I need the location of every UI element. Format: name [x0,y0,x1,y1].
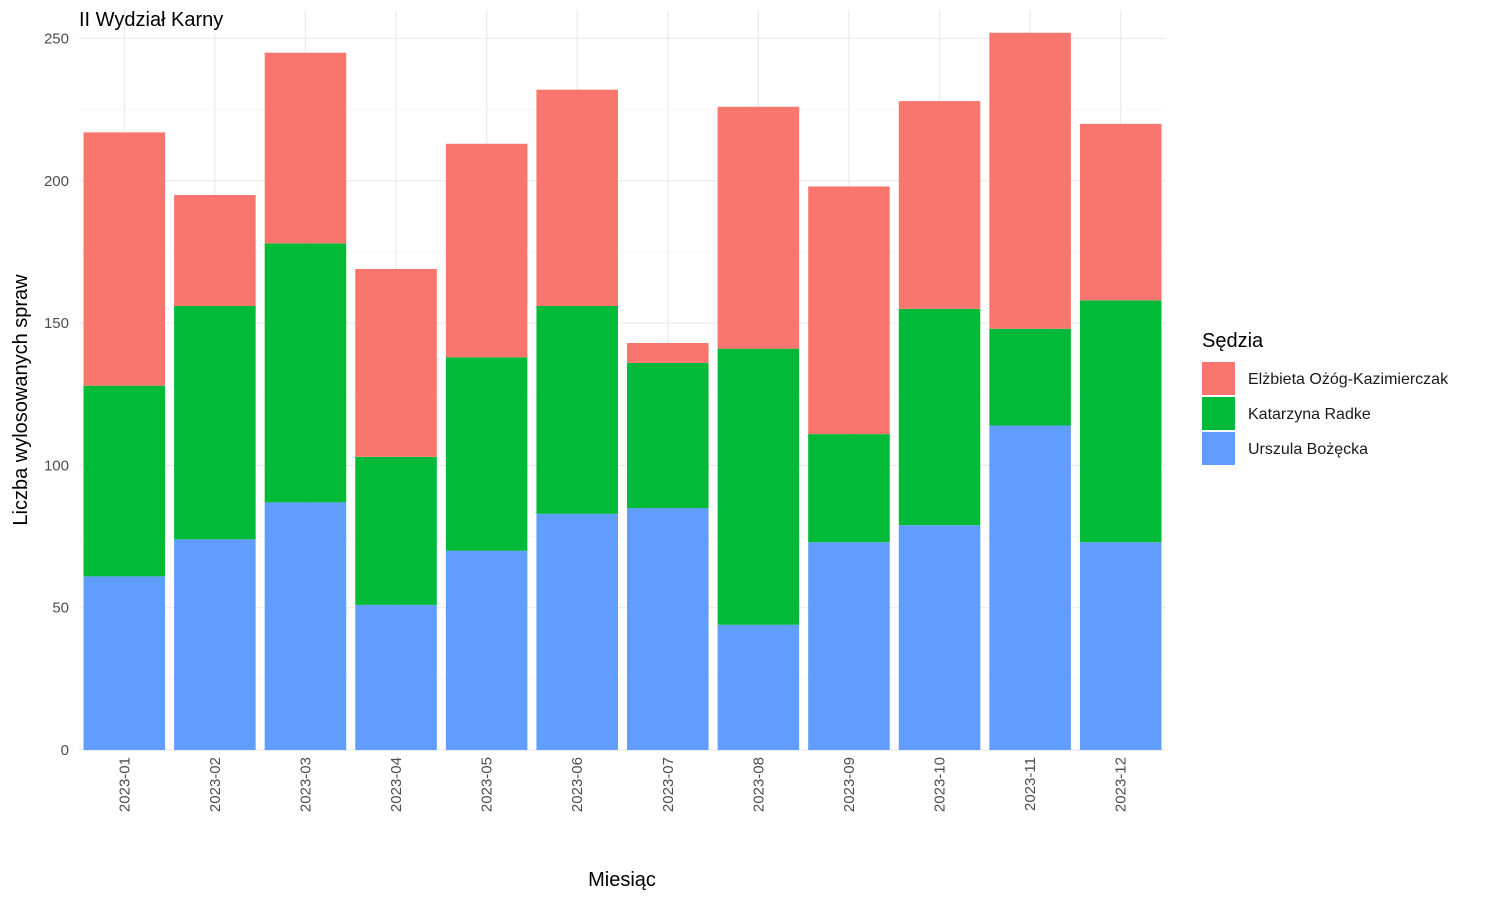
bar-segment [174,195,256,306]
bar-segment [808,186,890,435]
bar-segment [1079,123,1162,301]
bar-segment [83,132,166,386]
legend-swatch [1202,397,1235,430]
legend-label: Elżbieta Ożóg-Kazimierczak [1248,371,1449,388]
bar-segment [989,425,1071,750]
x-tick-label: 2023-10 [932,757,949,812]
bar-segment [627,362,709,509]
y-tick-label: 150 [44,315,69,332]
legend-swatch [1202,432,1235,465]
bar-segment [445,550,528,750]
bar-segment [627,343,709,363]
legend-title: Sędzia [1202,330,1264,352]
bars-layer [83,32,1162,750]
bar-segment [989,328,1071,426]
bar-segment [1079,542,1162,750]
bar-segment [83,385,166,577]
x-tick-label: 2023-02 [207,757,224,812]
bar-segment [627,508,709,750]
legend-swatch [1202,362,1235,395]
bar-segment [808,434,890,543]
bar-segment [174,539,256,750]
x-tick-label: 2023-04 [388,757,405,812]
bar-segment [717,106,800,349]
bar-segment [898,308,981,526]
bar-segment [445,357,528,551]
bar-segment [355,604,437,750]
bar-segment [717,348,800,625]
legend: Sędzia Elżbieta Ożóg-Kazimierczak Katarzy… [1202,330,1449,465]
bar-segment [536,89,618,306]
bar-segment [264,243,347,503]
y-tick-label: 100 [44,457,69,474]
x-tick-label: 2023-09 [841,757,858,812]
legend-label: Katarzyna Radke [1248,406,1371,423]
bar-segment [355,456,437,605]
bar-segment [536,306,618,514]
ticks-layer: 0 50 100 150 200 250 2023-01 2023-02 2023-03 2023… [44,30,1130,812]
bar-segment [264,52,347,244]
bar-segment [898,101,981,309]
bar-segment [717,624,800,750]
bar-segment [83,576,166,750]
x-tick-label: 2023-12 [1113,757,1130,812]
x-tick-label: 2023-07 [660,757,677,812]
bar-segment [1079,300,1162,543]
legend-label: Urszula Bożęcka [1248,441,1368,458]
y-tick-label: 50 [52,600,69,617]
y-tick-label: 200 [44,173,69,190]
bar-segment [536,513,618,750]
bar-segment [174,306,256,540]
x-tick-label: 2023-11 [1022,757,1039,811]
chart-title: II Wydział Karny [79,9,223,31]
x-tick-label: 2023-01 [116,757,133,812]
bar-segment [808,542,890,750]
bar-segment [264,502,347,750]
y-axis-title: Liczba wylosowanych spraw [10,274,32,526]
bar-segment [445,143,528,358]
x-axis-title: Miesiąc [588,869,656,891]
bar-segment [355,269,437,457]
y-tick-label: 250 [44,30,69,47]
bar-segment [898,525,981,750]
x-tick-label: 2023-06 [569,757,586,812]
legend-items: Elżbieta Ożóg-Kazimierczak Katarzyna Radk… [1202,362,1449,465]
x-tick-label: 2023-08 [750,757,767,812]
bar-segment [989,32,1071,329]
y-tick-label: 0 [61,742,69,759]
x-tick-label: 2023-05 [479,757,496,812]
x-tick-label: 2023-03 [297,757,314,812]
